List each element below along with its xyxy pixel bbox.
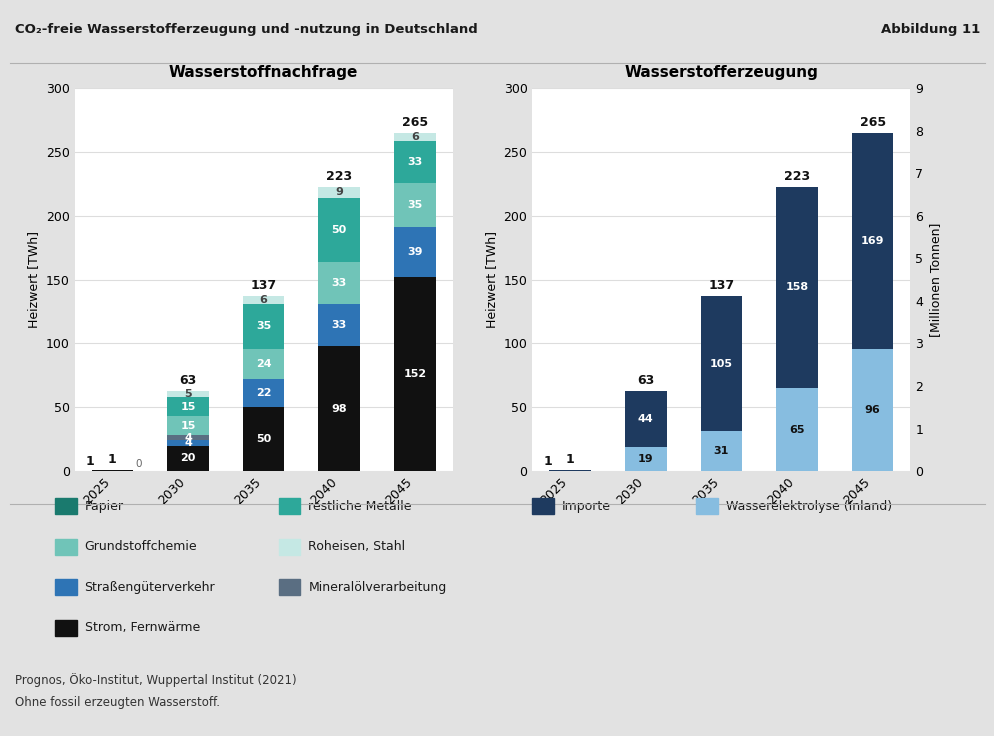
Bar — [624, 391, 666, 447]
Text: 15: 15 — [180, 421, 196, 431]
Text: Grundstoffchemie: Grundstoffchemie — [84, 540, 197, 553]
Bar — [700, 297, 742, 431]
Text: 15: 15 — [180, 402, 196, 411]
Y-axis label: [Millionen Tonnen]: [Millionen Tonnen] — [928, 222, 941, 337]
Bar — [167, 416, 209, 435]
Text: 137: 137 — [250, 280, 276, 292]
Bar — [243, 297, 284, 304]
Bar — [243, 407, 284, 471]
Text: Strom, Fernwärme: Strom, Fernwärme — [84, 621, 200, 634]
Text: 24: 24 — [255, 359, 271, 369]
Text: 6: 6 — [411, 132, 418, 142]
Bar — [318, 186, 360, 198]
Text: 1: 1 — [85, 455, 94, 468]
Text: CO₂-freie Wasserstofferzeugung und -nutzung in Deutschland: CO₂-freie Wasserstofferzeugung und -nutz… — [15, 23, 477, 36]
Bar — [318, 346, 360, 471]
Text: restliche Metalle: restliche Metalle — [308, 500, 412, 513]
Text: 20: 20 — [180, 453, 196, 463]
Text: 63: 63 — [179, 374, 197, 387]
Bar — [775, 186, 817, 388]
Text: Abbildung 11: Abbildung 11 — [880, 23, 979, 36]
Bar — [167, 440, 209, 445]
Y-axis label: Heizwert [TWh]: Heizwert [TWh] — [484, 231, 498, 328]
Text: 65: 65 — [788, 425, 804, 434]
Text: Importe: Importe — [562, 500, 610, 513]
Bar — [624, 447, 666, 471]
Text: 6: 6 — [259, 295, 267, 305]
Text: Roheisen, Stahl: Roheisen, Stahl — [308, 540, 406, 553]
Text: 158: 158 — [784, 283, 808, 292]
Bar — [851, 133, 893, 349]
Text: 105: 105 — [709, 359, 733, 369]
Y-axis label: Heizwert [TWh]: Heizwert [TWh] — [27, 231, 41, 328]
Bar — [318, 262, 360, 304]
Text: 1: 1 — [543, 455, 552, 468]
Text: 33: 33 — [331, 278, 347, 288]
Text: 169: 169 — [860, 236, 884, 246]
Text: 44: 44 — [637, 414, 653, 424]
Bar — [318, 198, 360, 262]
Text: 98: 98 — [331, 403, 347, 414]
Bar — [394, 141, 435, 183]
Text: Ohne fossil erzeugten Wasserstoff.: Ohne fossil erzeugten Wasserstoff. — [15, 696, 220, 709]
Bar — [167, 397, 209, 416]
Text: Papier: Papier — [84, 500, 123, 513]
Text: 33: 33 — [407, 157, 422, 166]
Bar — [394, 133, 435, 141]
Text: 223: 223 — [783, 170, 809, 183]
Bar — [394, 183, 435, 227]
Bar — [394, 277, 435, 471]
Text: 35: 35 — [407, 200, 422, 210]
Text: 5: 5 — [184, 389, 192, 399]
Bar — [775, 388, 817, 471]
Text: 22: 22 — [255, 388, 271, 398]
Text: Mineralölverarbeitung: Mineralölverarbeitung — [308, 581, 446, 594]
Bar — [549, 470, 590, 471]
Text: Wasserelektrolyse (Inland): Wasserelektrolyse (Inland) — [726, 500, 892, 513]
Text: 1: 1 — [566, 453, 574, 466]
Text: 96: 96 — [864, 405, 880, 415]
Bar — [91, 470, 133, 471]
Text: 152: 152 — [403, 369, 426, 379]
Text: 50: 50 — [331, 225, 347, 235]
Text: Prognos, Öko-Institut, Wuppertal Institut (2021): Prognos, Öko-Institut, Wuppertal Institu… — [15, 673, 296, 687]
Text: 223: 223 — [326, 170, 352, 183]
Bar — [167, 391, 209, 397]
Bar — [851, 349, 893, 471]
Text: 33: 33 — [331, 320, 347, 330]
Bar — [243, 304, 284, 349]
Text: 39: 39 — [407, 247, 422, 258]
Text: 4: 4 — [184, 438, 192, 448]
Bar — [700, 431, 742, 471]
Text: 265: 265 — [859, 116, 885, 129]
Bar — [243, 379, 284, 407]
Text: 265: 265 — [402, 116, 427, 129]
Text: 4: 4 — [184, 433, 192, 443]
Text: 19: 19 — [637, 454, 653, 464]
Bar — [318, 304, 360, 346]
Text: 0: 0 — [135, 459, 142, 469]
Bar — [167, 445, 209, 471]
Text: 9: 9 — [335, 187, 343, 197]
Text: 137: 137 — [708, 280, 734, 292]
Bar — [394, 227, 435, 277]
Text: 50: 50 — [255, 434, 271, 444]
Title: Wasserstoffnachfrage: Wasserstoffnachfrage — [169, 66, 358, 80]
Bar — [243, 349, 284, 379]
Text: Straßengüterverkehr: Straßengüterverkehr — [84, 581, 215, 594]
Bar — [167, 435, 209, 440]
Title: Wasserstofferzeugung: Wasserstofferzeugung — [624, 66, 817, 80]
Text: 31: 31 — [713, 446, 729, 456]
Text: 63: 63 — [636, 374, 654, 387]
Text: 35: 35 — [255, 321, 271, 331]
Text: 1: 1 — [108, 453, 116, 466]
